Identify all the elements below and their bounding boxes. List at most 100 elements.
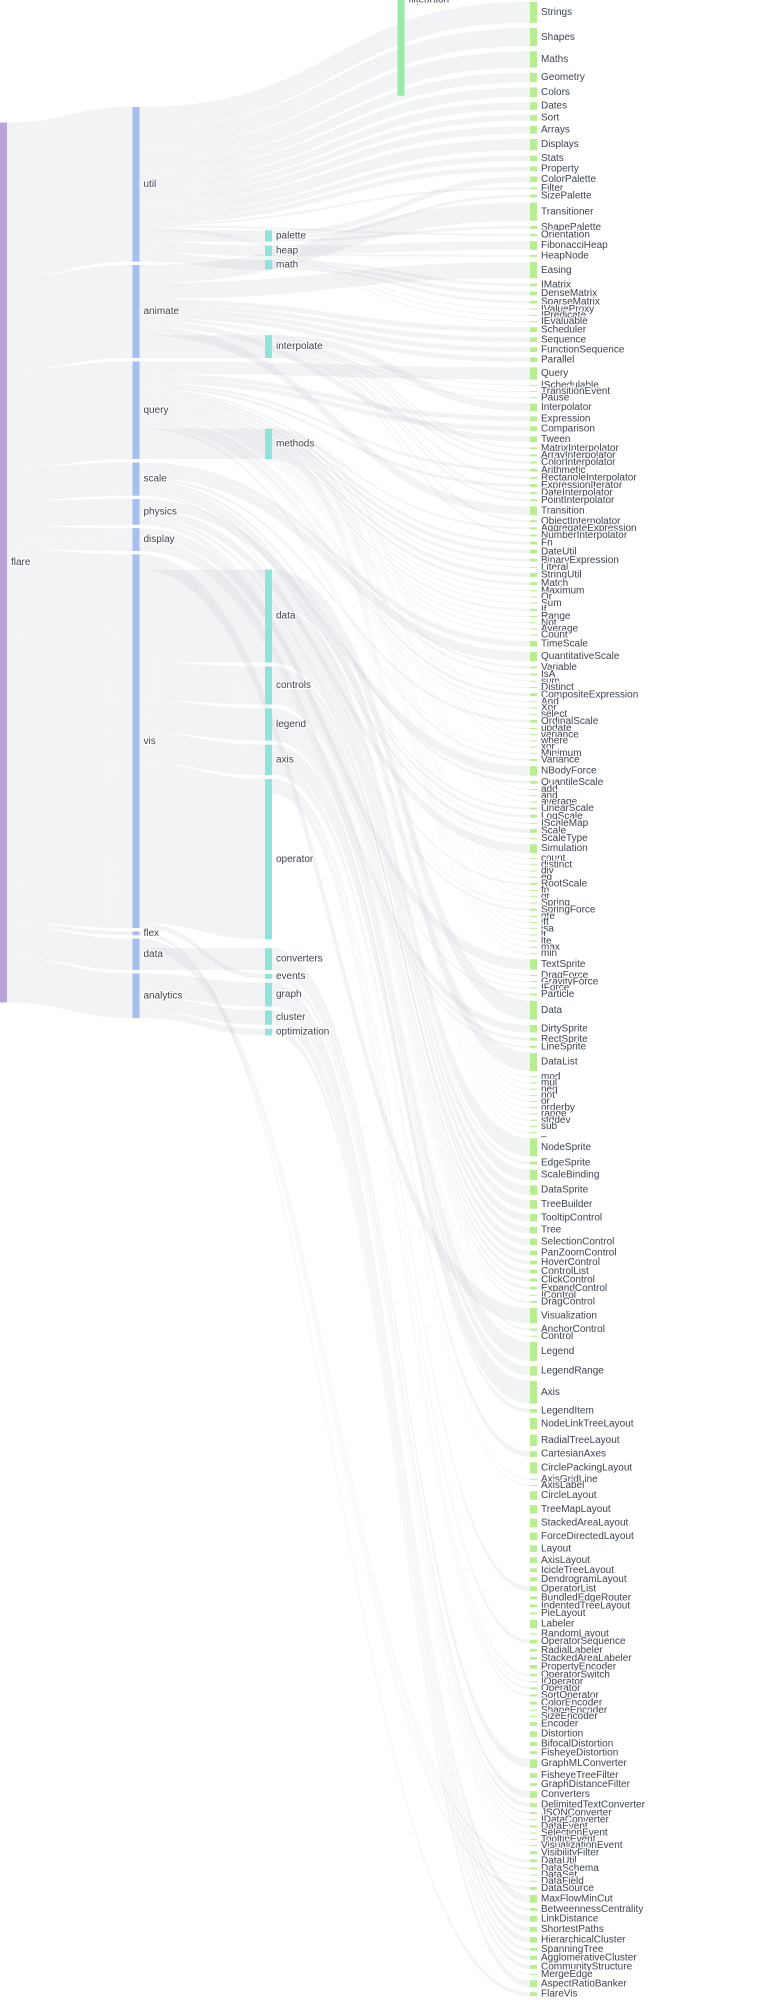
link bbox=[139, 1002, 265, 1020]
node bbox=[265, 569, 272, 663]
node bbox=[132, 462, 140, 496]
link bbox=[139, 453, 265, 455]
leaf-label: IEvaluable bbox=[541, 316, 588, 327]
leaf-node bbox=[530, 202, 537, 221]
link bbox=[272, 698, 530, 1296]
leaf-label: max bbox=[541, 942, 560, 953]
leaf-node bbox=[530, 527, 537, 530]
link bbox=[272, 1019, 530, 1969]
link bbox=[139, 352, 265, 355]
leaf-label: MaxFlowMinCut bbox=[541, 1894, 613, 1905]
leaf-label: Dates bbox=[541, 101, 567, 112]
leaf-node bbox=[530, 1505, 537, 1514]
leaf-label: TooltipEvent bbox=[541, 1834, 596, 1845]
leaf-label: Stats bbox=[541, 153, 564, 164]
leaf-label: Literal bbox=[541, 562, 568, 573]
link bbox=[7, 457, 133, 467]
leaf-label: sum bbox=[541, 676, 560, 687]
leaf-node bbox=[530, 1451, 537, 1457]
leaf-node bbox=[530, 1161, 537, 1165]
link bbox=[139, 837, 265, 862]
link bbox=[7, 520, 133, 523]
link bbox=[139, 326, 530, 515]
leaf-node bbox=[530, 693, 537, 697]
leaf-node bbox=[530, 1612, 537, 1615]
link bbox=[139, 493, 530, 885]
link bbox=[139, 588, 265, 607]
link bbox=[139, 868, 265, 888]
link bbox=[139, 346, 265, 349]
link bbox=[7, 499, 133, 511]
leaf-node bbox=[530, 1088, 537, 1090]
link bbox=[272, 354, 530, 523]
node bbox=[132, 938, 140, 970]
link bbox=[139, 499, 530, 776]
leaf-label: ExpandControl bbox=[541, 1283, 607, 1294]
link bbox=[7, 180, 133, 205]
link bbox=[7, 326, 133, 348]
link bbox=[139, 694, 265, 700]
link bbox=[7, 991, 133, 1011]
leaf-node bbox=[530, 1956, 537, 1960]
link bbox=[7, 922, 133, 936]
link bbox=[7, 229, 133, 246]
node-label: util bbox=[144, 179, 157, 190]
link bbox=[139, 262, 530, 300]
link bbox=[139, 728, 265, 741]
leaf-label: Xor bbox=[541, 703, 557, 714]
link bbox=[272, 434, 530, 790]
link bbox=[139, 462, 530, 647]
link bbox=[7, 348, 133, 363]
leaf-label: Variance bbox=[541, 755, 580, 766]
link bbox=[139, 997, 265, 1017]
link bbox=[7, 378, 133, 392]
link bbox=[7, 895, 133, 907]
leaf-node bbox=[530, 673, 537, 676]
leaf-node bbox=[530, 922, 537, 924]
link bbox=[7, 795, 133, 813]
leaf-node bbox=[530, 1791, 537, 1798]
link bbox=[7, 890, 133, 897]
leaf-label: EdgeSprite bbox=[541, 1158, 591, 1169]
leaf-node bbox=[530, 740, 537, 742]
link bbox=[272, 695, 530, 1290]
link bbox=[139, 393, 530, 554]
leaf-node bbox=[530, 890, 537, 892]
leaf-node bbox=[530, 566, 537, 568]
link bbox=[139, 488, 530, 824]
leaf-label: Minimum bbox=[541, 748, 582, 759]
leaf-label: SizePalette bbox=[541, 191, 592, 202]
link bbox=[139, 771, 265, 790]
link bbox=[272, 647, 530, 1209]
leaf-label: ColorInterpolator bbox=[541, 457, 616, 468]
link bbox=[7, 412, 133, 423]
node-label: axis bbox=[276, 754, 294, 765]
link bbox=[7, 926, 133, 942]
node-label: filter bbox=[409, 0, 429, 6]
leaf-label: RectSprite bbox=[541, 1034, 588, 1045]
link bbox=[139, 917, 265, 937]
link bbox=[7, 807, 133, 821]
link bbox=[272, 674, 530, 1246]
link bbox=[139, 436, 265, 438]
link bbox=[272, 346, 530, 464]
link bbox=[139, 773, 265, 791]
link bbox=[7, 445, 133, 456]
leaf-label: TimeScale bbox=[541, 638, 588, 649]
link bbox=[139, 431, 265, 433]
link bbox=[7, 107, 133, 144]
leaf-node bbox=[530, 628, 537, 630]
leaf-node bbox=[530, 590, 537, 592]
link bbox=[7, 488, 133, 495]
link bbox=[7, 671, 133, 682]
link bbox=[7, 415, 133, 425]
leaf-label: Count bbox=[541, 630, 568, 641]
leaf-node bbox=[530, 864, 537, 866]
link bbox=[7, 252, 133, 271]
link bbox=[7, 483, 133, 491]
link bbox=[139, 888, 265, 908]
leaf-node bbox=[530, 680, 537, 682]
leaf-node bbox=[530, 1803, 537, 1807]
link bbox=[139, 489, 530, 833]
link bbox=[7, 350, 133, 365]
